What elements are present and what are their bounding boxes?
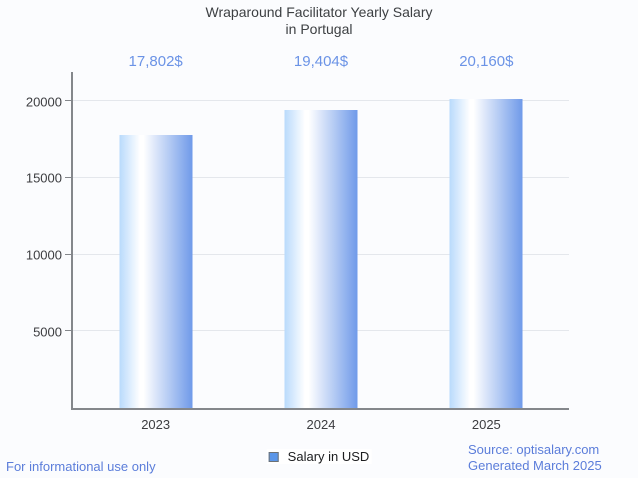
disclaimer-text: For informational use only xyxy=(6,459,156,474)
y-axis-label: 10000 xyxy=(25,247,62,263)
chart-title-line2: in Portugal xyxy=(285,20,353,37)
legend: Salary in USD xyxy=(266,449,372,464)
source-block: Source: optisalary.com Generated March 2… xyxy=(468,442,602,474)
y-axis-label: 20000 xyxy=(25,94,62,110)
gridline xyxy=(73,100,569,102)
value-label-2025: 20,160$ xyxy=(459,53,514,70)
bar-2024[interactable] xyxy=(284,110,358,408)
legend-swatch-icon xyxy=(268,451,279,462)
y-axis-tick xyxy=(65,100,71,102)
y-axis-tick xyxy=(65,253,71,255)
chart-title-line1: Wraparound Facilitator Yearly Salary xyxy=(205,4,433,20)
value-label-2023: 17,802$ xyxy=(128,53,183,70)
chart-title: Wraparound Facilitator Yearly Salary in … xyxy=(0,4,638,37)
y-axis-tick xyxy=(65,330,71,332)
legend-label: Salary in USD xyxy=(287,449,370,464)
bar-2025[interactable] xyxy=(449,98,523,408)
x-axis-label-2023: 2023 xyxy=(141,417,171,432)
y-axis-label: 15000 xyxy=(25,170,62,186)
y-axis-tick xyxy=(65,176,71,178)
source-text: Source: optisalary.com xyxy=(468,442,600,457)
bar-2023[interactable] xyxy=(119,134,193,408)
plot-area: 5000 10000 15000 20000 17,802$ 2023 19,404$ 202… xyxy=(26,53,569,432)
value-label-2024: 19,404$ xyxy=(293,53,349,70)
y-axis-label: 5000 xyxy=(33,324,62,340)
generated-text: Generated March 2025 xyxy=(468,458,602,473)
x-axis-label-2024: 2024 xyxy=(306,417,336,432)
x-axis-label-2025: 2025 xyxy=(471,417,501,432)
